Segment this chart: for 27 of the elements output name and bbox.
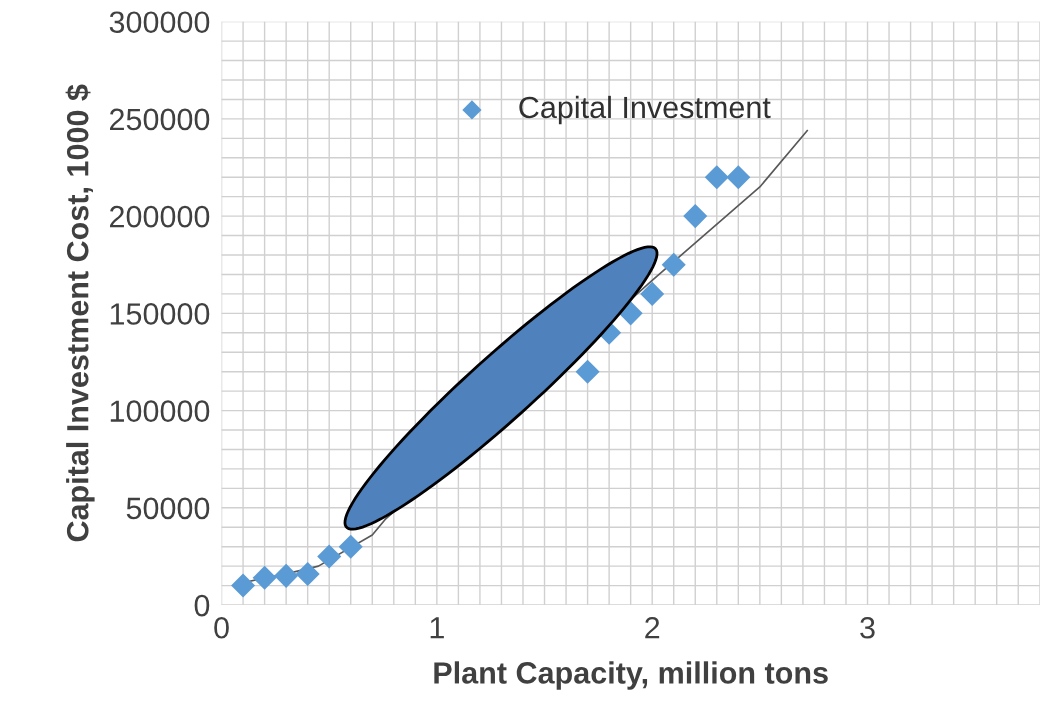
legend-label: Capital Investment xyxy=(519,95,771,125)
point xyxy=(274,563,299,588)
point xyxy=(295,561,320,586)
point xyxy=(317,544,342,569)
point xyxy=(231,573,256,598)
y-tick-label: 300000 xyxy=(109,11,210,34)
y-tick-label: 200000 xyxy=(110,205,210,228)
point xyxy=(252,565,277,590)
y-tick-label: 50000 xyxy=(126,497,210,520)
point xyxy=(683,204,708,229)
y-tick-label: 250000 xyxy=(110,108,210,131)
x-tick-label: 0 xyxy=(214,616,229,639)
point xyxy=(338,534,363,559)
y-axis-title: Capital Investment Cost, 1000 $ xyxy=(65,84,95,542)
y-tick-label: 0 xyxy=(194,594,210,617)
point xyxy=(640,281,665,306)
point xyxy=(575,359,600,384)
point xyxy=(726,165,751,190)
point xyxy=(618,301,643,326)
point xyxy=(661,252,686,277)
y-tick-label: 100000 xyxy=(110,400,210,422)
x-axis-title: Plant Capacity, million tons xyxy=(434,661,828,690)
x-tick-label: 2 xyxy=(645,616,660,639)
y-tick-label: 150000 xyxy=(110,303,210,325)
point xyxy=(704,165,729,190)
x-tick-label: 3 xyxy=(860,616,875,639)
x-tick-label: 1 xyxy=(430,617,444,639)
